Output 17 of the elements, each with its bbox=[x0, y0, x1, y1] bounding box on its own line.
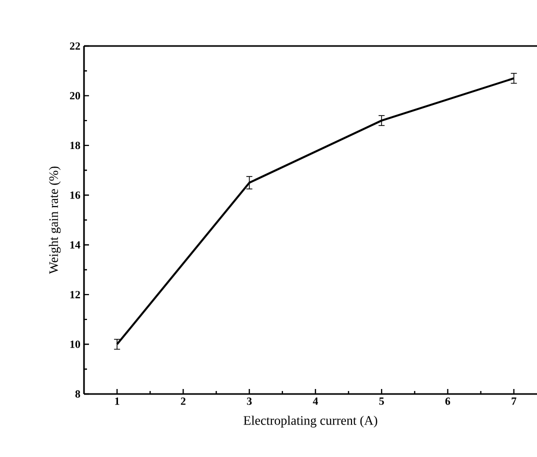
y-tick-label: 14 bbox=[70, 241, 80, 248]
y-tick-label: 16 bbox=[70, 191, 80, 199]
y-axis-title: Weight gain rate (%) bbox=[48, 166, 61, 274]
y-tick-label: 12 bbox=[70, 290, 80, 298]
x-tick-label: 6 bbox=[445, 398, 450, 405]
y-tick-label: 18 bbox=[70, 142, 80, 150]
x-tick-label: 1 bbox=[115, 398, 120, 405]
y-tick-label: 10 bbox=[70, 340, 80, 348]
y-tick-label: 22 bbox=[70, 42, 80, 50]
x-axis-title: Electroplating current (A) bbox=[244, 416, 378, 428]
x-tick-label: 5 bbox=[379, 398, 384, 405]
y-tick-label: 8 bbox=[75, 390, 80, 398]
x-tick-label: 3 bbox=[246, 398, 252, 405]
x-tick-label: 7 bbox=[512, 398, 516, 405]
x-tick-label: 4 bbox=[312, 398, 318, 405]
x-tick-label: 2 bbox=[180, 398, 186, 405]
y-tick-label: 20 bbox=[70, 92, 80, 100]
